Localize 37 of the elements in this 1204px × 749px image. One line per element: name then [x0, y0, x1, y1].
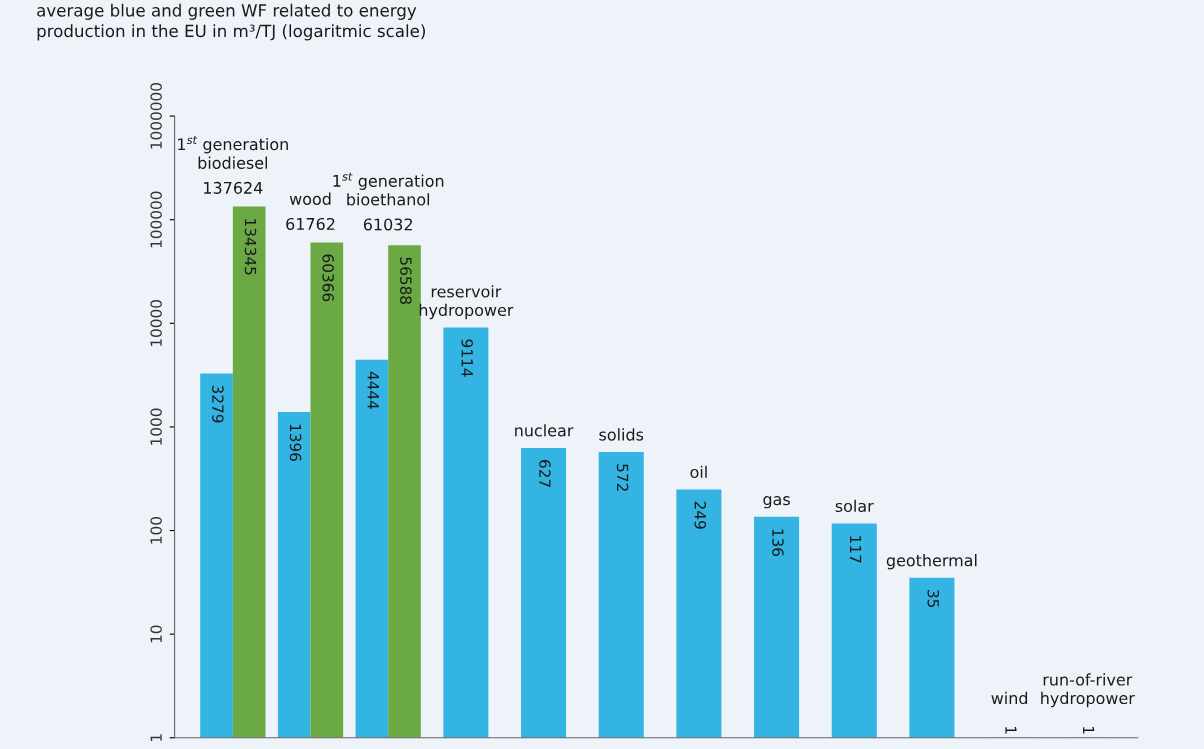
data-label: 56588 [400, 257, 412, 304]
x-tick-label: run-of-river hydropower [1041, 673, 1135, 708]
data-label: 136 [772, 529, 784, 557]
x-tick-label: wood [289, 192, 331, 205]
y-tick-label: 1 [150, 734, 162, 741]
annotation: 61032 [363, 218, 412, 231]
data-label: 4444 [367, 371, 379, 409]
x-tick-label: solar [835, 499, 874, 513]
data-label: 249 [694, 501, 707, 529]
data-label: 9114 [461, 339, 473, 377]
y-tick-label: 1000 [150, 408, 162, 445]
x-tick-label: nuclear [515, 424, 574, 437]
annotation: 137624 [204, 181, 263, 194]
chart-title: average blue and green WF related to energy production in the EU in m³/TJ (logaritmic scale) [37, 3, 425, 41]
data-label: 60366 [322, 254, 334, 302]
data-label: 3279 [212, 385, 224, 423]
x-tick-label: 1$^{st}$ generation biodiesel [178, 136, 288, 169]
data-label: 1 [1083, 726, 1095, 734]
data-label: 35 [927, 590, 940, 607]
data-label: 627 [539, 460, 551, 487]
y-tick-label: 100 [150, 516, 162, 544]
x-tick-label: gas [763, 496, 790, 509]
data-label: 117 [850, 536, 862, 563]
x-tick-label: wind [991, 691, 1028, 705]
y-tick-label: 10 [150, 625, 162, 643]
x-tick-label: solids [599, 428, 644, 441]
x-tick-label: 1$^{st}$ generation bioethanol [333, 172, 444, 206]
y-tick-label: 1000000 [150, 83, 162, 149]
y-tick-label: 10000 [150, 300, 162, 346]
y-tick-label: 100000 [150, 191, 162, 248]
data-label: 1 [1005, 726, 1017, 734]
data-label: 134345 [244, 219, 257, 275]
annotation: 61762 [286, 217, 335, 230]
data-label: 572 [616, 464, 629, 491]
data-label: 1396 [289, 424, 302, 461]
x-tick-label: oil [690, 465, 707, 479]
x-tick-label: geothermal [886, 553, 977, 570]
